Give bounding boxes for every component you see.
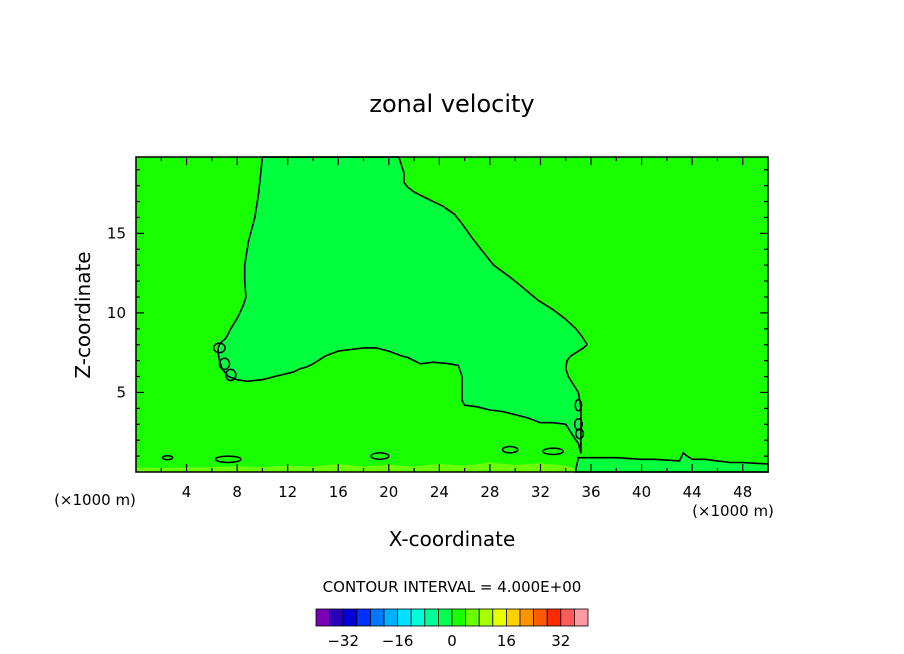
small-contour (218, 357, 231, 371)
colorbar-swatch (397, 608, 412, 627)
x-tick-label: 8 (232, 483, 242, 501)
colorbar-swatch (424, 608, 439, 627)
y-axis-label: Z-coordinate (71, 251, 95, 378)
x-tick-label: 28 (480, 483, 499, 501)
small-contour (161, 455, 174, 461)
x-tick-label: 20 (379, 483, 398, 501)
chart-title: zonal velocity (369, 90, 534, 118)
x-axis: 4 8 12 16 20 24 28 32 36 40 44 48 (160, 157, 752, 501)
colorbar-tick-label: −32 (327, 632, 359, 650)
colorbar-swatch (492, 608, 507, 627)
colorbar-tick-label: 0 (447, 632, 457, 650)
small-contour (501, 445, 519, 454)
small-contours (161, 342, 585, 464)
colorbar-tick-label: −16 (382, 632, 414, 650)
small-contour (370, 452, 390, 461)
colorbar-swatch (574, 608, 589, 627)
plot-area (135, 156, 769, 473)
small-contour (575, 428, 585, 440)
colorbar-swatch (560, 608, 575, 627)
colorbar-tick-label: 16 (497, 632, 516, 650)
x-tick-label: 36 (581, 483, 600, 501)
x-tick-label: 44 (683, 483, 702, 501)
colorbar-swatch (546, 608, 562, 627)
colorbar-swatch (465, 608, 480, 627)
colorbar-swatch (505, 608, 521, 627)
small-contour (224, 368, 237, 382)
small-contour (212, 342, 226, 354)
x-tick-label: 48 (733, 483, 752, 501)
colorbar-swatch (356, 608, 371, 627)
small-contour (214, 455, 242, 464)
colorbar-swatch (478, 608, 494, 627)
x-unit-left: (×1000 m) (54, 491, 136, 509)
colorbar-swatch (329, 608, 344, 627)
plot-frame (135, 156, 769, 473)
colorbar-swatch (369, 608, 385, 627)
colorbar-swatch (519, 608, 535, 627)
colorbar-tick-label: 32 (551, 632, 570, 650)
x-tick-label: 24 (430, 483, 449, 501)
small-contour (574, 398, 583, 412)
y-tick-label: 10 (107, 304, 126, 322)
x-tick-label: 16 (329, 483, 348, 501)
contour-interval-note: CONTOUR INTERVAL = 4.000E+00 (323, 578, 582, 596)
x-tick-label: 32 (531, 483, 550, 501)
colorbar-swatch (342, 608, 358, 627)
y-tick-label: 5 (116, 383, 126, 401)
small-contour (542, 447, 564, 456)
colorbar-swatch (410, 608, 426, 627)
x-axis-label: X-coordinate (389, 527, 516, 551)
y-tick-label: 15 (107, 224, 126, 242)
colorbar: −32 −16 0 16 32 (315, 608, 589, 650)
colorbar-swatch (437, 608, 453, 627)
x-tick-label: 12 (278, 483, 297, 501)
x-tick-label: 40 (632, 483, 651, 501)
x-tick-label: 4 (182, 483, 192, 501)
colorbar-swatch (315, 608, 331, 627)
y-axis: 5 10 15 (107, 169, 768, 457)
colorbar-swatch (533, 608, 548, 627)
colorbar-swatch (383, 608, 399, 627)
x-unit-right: (×1000 m) (692, 502, 774, 520)
surface-layer (136, 462, 576, 472)
colorbar-swatch (451, 608, 467, 627)
zero-contour-bottom (575, 451, 769, 473)
